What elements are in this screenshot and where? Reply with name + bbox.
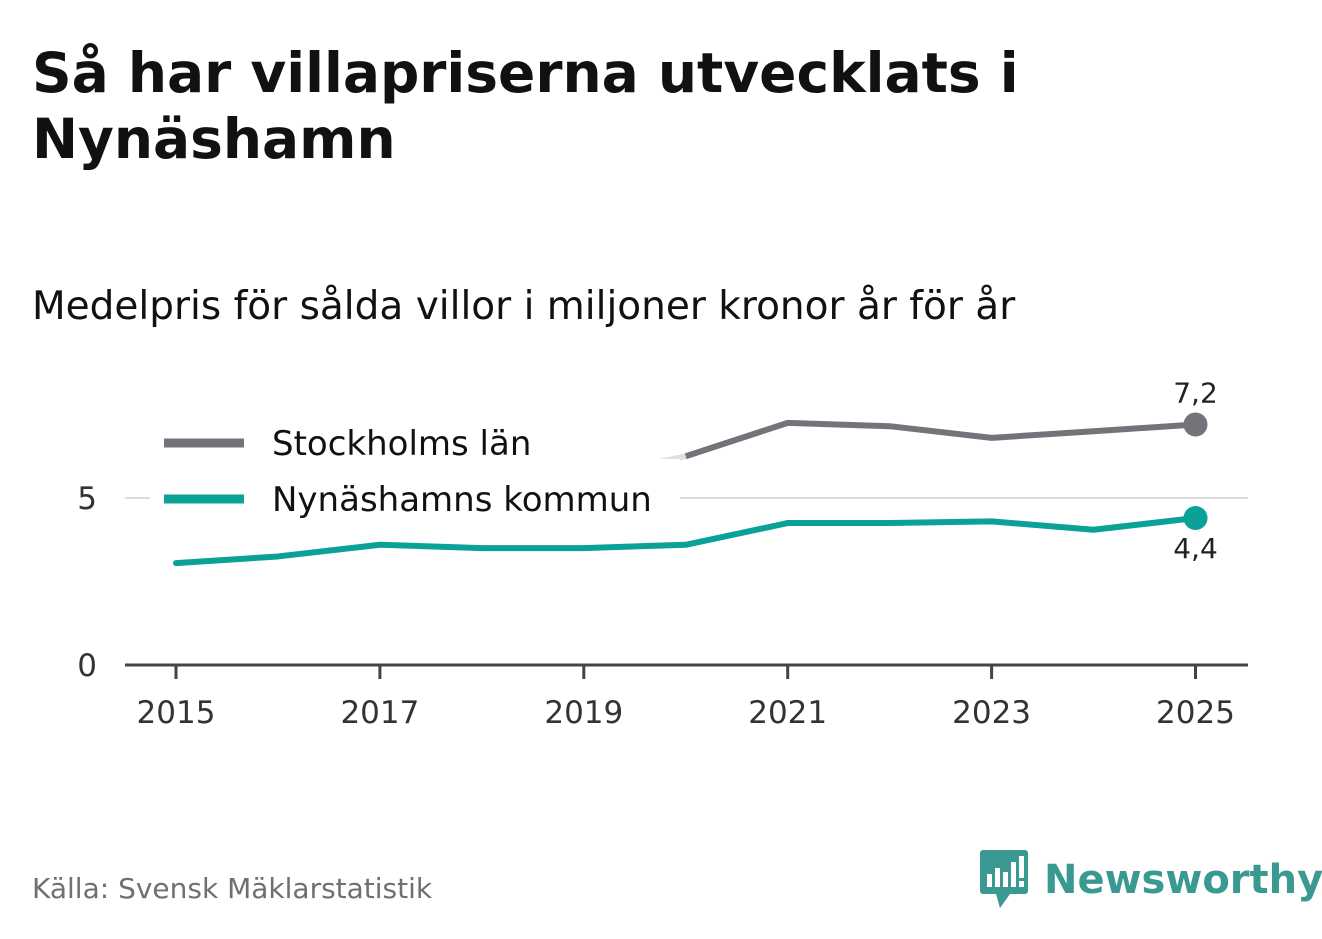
legend-label-nynashamn: Nynäshamns kommun xyxy=(272,480,652,520)
axis-layer: 0 5 2015 2017 2019 2021 2023 2025 xyxy=(77,481,1248,731)
chart-title: Så har villapriserna utvecklats i Nynäsh… xyxy=(32,41,1019,171)
nynashamn-end-label: 4,4 xyxy=(1173,532,1218,565)
y-tick-label-0: 0 xyxy=(77,648,97,684)
x-tick-label-2019: 2019 xyxy=(544,695,623,731)
legend-label-stockholm: Stockholms län xyxy=(272,424,531,464)
line-chart: 0 5 2015 2017 2019 2021 2023 2025 Stockholms lä… xyxy=(77,377,1248,731)
x-tick-label-2025: 2025 xyxy=(1156,695,1235,731)
nynashamn-line xyxy=(173,515,1199,567)
newsworthy-logo-text: Newsworthy xyxy=(1044,857,1322,903)
value-labels: 7,2 4,4 xyxy=(1173,377,1218,566)
legend: Stockholms län Nynäshamns kommun xyxy=(150,403,680,520)
chart-subtitle: Medelpris för sålda villor i miljoner kr… xyxy=(32,284,1016,329)
stockholm-end-label: 7,2 xyxy=(1173,377,1218,410)
stockholm-line xyxy=(684,419,1196,460)
x-tick-label-2015: 2015 xyxy=(137,695,216,731)
nynashamn-end-point xyxy=(1183,506,1208,531)
x-tick-label-2017: 2017 xyxy=(340,695,419,731)
y-tick-label-5: 5 xyxy=(77,481,97,517)
stockholm-end-point xyxy=(1183,412,1208,437)
newsworthy-logo: Newsworthy xyxy=(980,850,1322,910)
x-tick-label-2021: 2021 xyxy=(748,695,827,731)
source-note: Källa: Svensk Mäklarstatistik xyxy=(32,872,433,905)
x-tick-label-2023: 2023 xyxy=(952,695,1031,731)
newsworthy-logo-icon xyxy=(980,850,1028,908)
